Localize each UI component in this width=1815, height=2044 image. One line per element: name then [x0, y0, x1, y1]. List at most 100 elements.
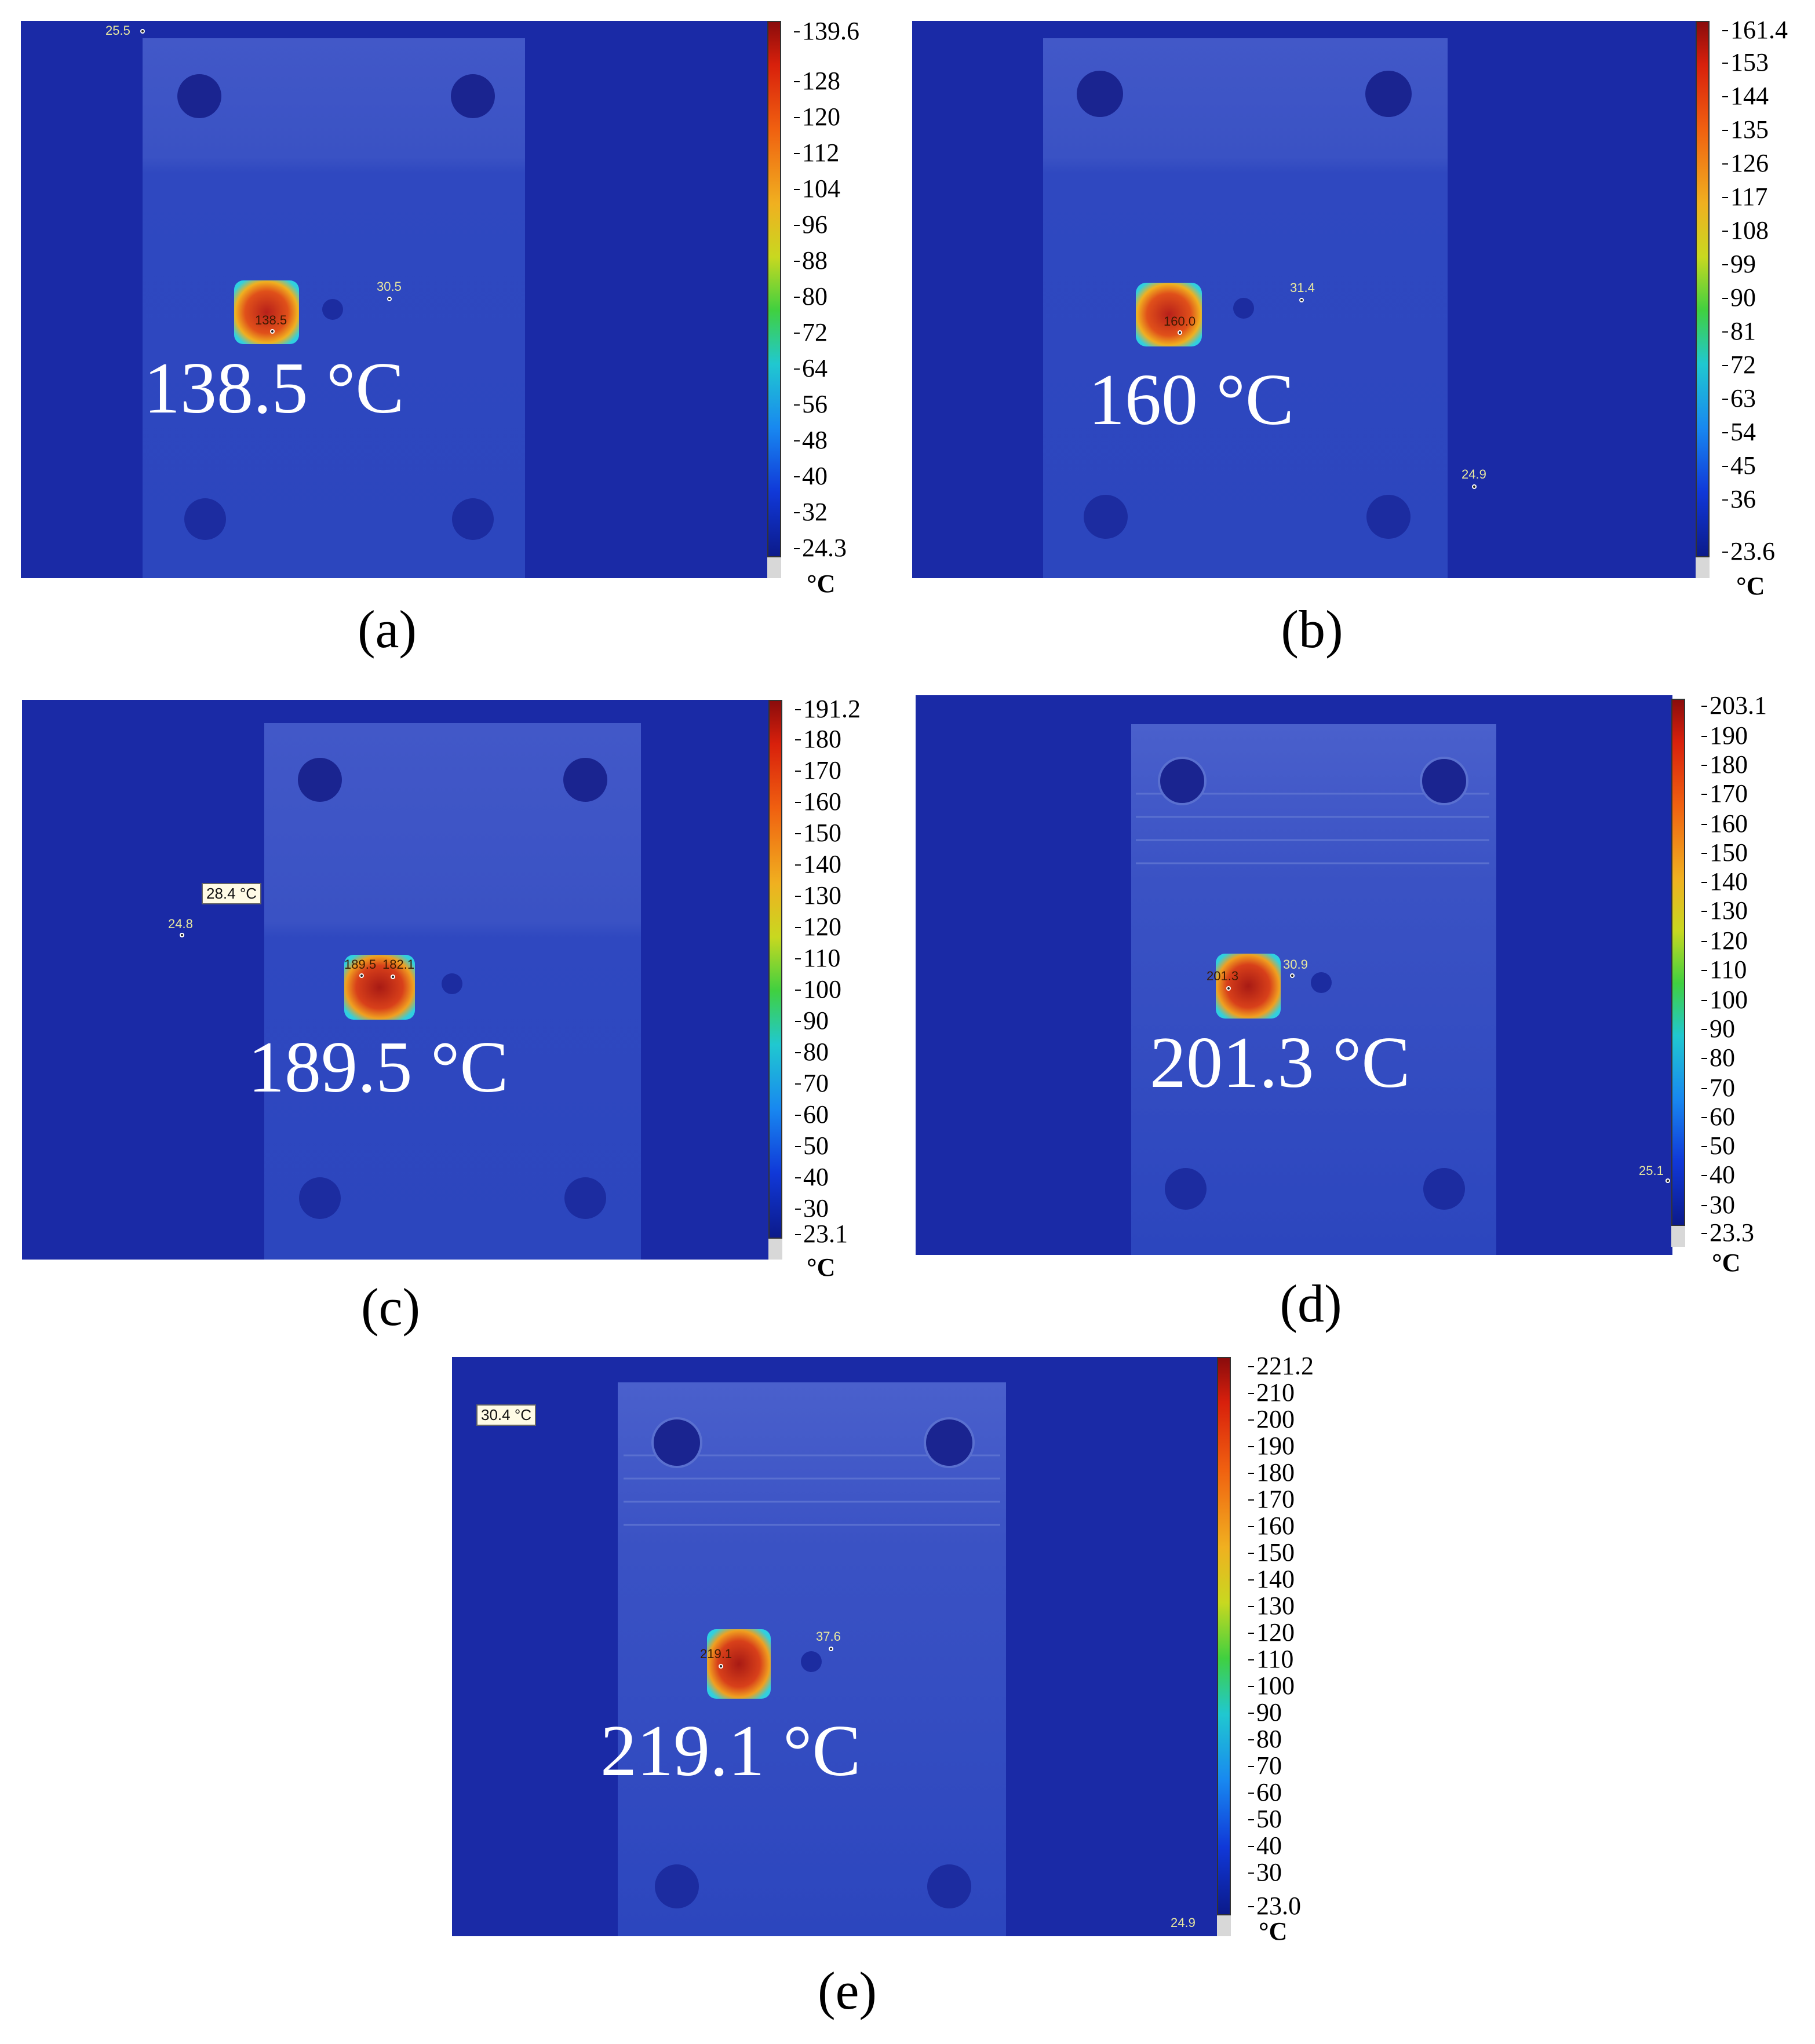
colorbar-tick: 160: [795, 787, 841, 816]
colorbar-tick: 60: [1248, 1778, 1282, 1806]
thermal-image-c: 28.4 °C 24.8 189.5 182.1 189.5 °C: [22, 700, 768, 1260]
colorbar-tick: 96: [794, 210, 828, 239]
spot-temp-label: 182.1: [382, 957, 415, 972]
panel-caption: (a): [357, 600, 417, 659]
spot-marker: [391, 974, 395, 979]
hotspot-d: [1216, 954, 1281, 1019]
colorbar-tick: 23.3: [1701, 1218, 1754, 1247]
panel-caption: (b): [1281, 600, 1343, 659]
colorbar-tick: 70: [795, 1069, 829, 1097]
thermal-scene-e: [452, 1357, 1217, 1936]
hotspot-b: [1136, 283, 1202, 346]
colorbar-tick: 23.1: [795, 1220, 848, 1248]
colorbar-tick: 23.0: [1248, 1892, 1301, 1920]
spot-temp-label: 138.5: [255, 313, 287, 327]
colorbar-tick: 50: [1248, 1805, 1282, 1833]
spot-marker: [1299, 298, 1304, 302]
colorbar-unit: °C: [1736, 572, 1765, 600]
thermal-image-d: 30.9 201.3 25.1 201.3 °C: [916, 695, 1672, 1255]
colorbar-tick: 90: [1722, 283, 1756, 312]
panel-e: 30.4 °C 37.6 219.1 24.9 219.1 °C 221.2 2…: [0, 1350, 1815, 2044]
thermal-image-a: 25.5 30.5 138.5 138.5 °C: [21, 21, 767, 578]
bolt-hole: [1365, 71, 1412, 117]
colorbar-tick: 120: [794, 103, 840, 131]
colorbar-foot: [1696, 557, 1710, 578]
colorbar-tick: 140: [1701, 867, 1748, 896]
colorbar-tick: 40: [1248, 1831, 1282, 1860]
colorbar-tick: 120: [1701, 926, 1748, 955]
colorbar-tick: 140: [1248, 1565, 1295, 1593]
colorbar-tick: 60: [795, 1100, 829, 1129]
spot-marker: [387, 297, 392, 301]
colorbar-tick: 90: [1701, 1014, 1735, 1043]
colorbar-tick: 23.6: [1722, 537, 1775, 565]
panel-c: 28.4 °C 24.8 189.5 182.1 189.5 °C 191.2 …: [0, 678, 908, 1350]
colorbar-tick: 90: [795, 1006, 829, 1035]
spot-marker: [359, 973, 364, 978]
bolt-hole: [563, 758, 607, 802]
bolt-hole: [1165, 1168, 1207, 1210]
spot-marker: [1472, 484, 1477, 489]
colorbar-tick: 128: [794, 67, 840, 95]
thermal-scene-a: [21, 21, 767, 578]
colorbar-tick: 104: [794, 174, 840, 203]
spot-marker: [1665, 1178, 1670, 1183]
spot-temp-label: 24.9: [1171, 1915, 1196, 1930]
colorbar-tick: 126: [1722, 149, 1769, 177]
colorbar-tick: 70: [1701, 1074, 1735, 1102]
colorbar-tick: 50: [1701, 1132, 1735, 1160]
colorbar-tick: 135: [1722, 115, 1769, 144]
colorbar-tick: 108: [1722, 216, 1769, 244]
spot-marker: [1290, 973, 1295, 978]
colorbar-tick: 130: [795, 881, 841, 910]
thermal-scene-b: [912, 21, 1696, 578]
colorbar-foot: [768, 1239, 782, 1260]
colorbar-e: [1217, 1357, 1231, 1915]
colorbar-tick: 36: [1722, 485, 1756, 513]
colorbar-tick: 88: [794, 246, 828, 275]
hotspot-temperature-label: 138.5 °C: [144, 348, 404, 429]
spot-temp-label: 219.1: [700, 1647, 732, 1661]
panel-caption: (e): [817, 1961, 877, 2020]
bolt-hole: [298, 758, 342, 802]
thermal-scene-c: [22, 700, 768, 1260]
temperature-info-box: 30.4 °C: [476, 1404, 537, 1426]
bolt-hole: [451, 74, 495, 118]
colorbar-tick: 110: [1248, 1645, 1294, 1673]
spot-marker: [270, 329, 275, 334]
colorbar-tick: 160: [1248, 1512, 1295, 1540]
spot-marker: [829, 1647, 833, 1651]
colorbar-tick: 170: [1701, 779, 1748, 808]
colorbar-tick: 60: [1701, 1103, 1735, 1131]
colorbar-tick: 30: [1701, 1191, 1735, 1219]
colorbar-tick: 191.2: [795, 695, 861, 723]
colorbar-tick: 144: [1722, 82, 1769, 110]
bolt-hole: [1420, 757, 1468, 805]
colorbar-tick: 40: [795, 1163, 829, 1191]
spot-temp-label: 25.1: [1639, 1163, 1664, 1178]
hotspot-e: [707, 1629, 771, 1699]
colorbar-tick: 117: [1722, 183, 1768, 211]
colorbar-tick: 80: [1701, 1043, 1735, 1072]
colorbar-b: [1696, 21, 1710, 557]
colorbar-tick: 70: [1248, 1751, 1282, 1780]
colorbar-tick: 100: [1248, 1671, 1295, 1700]
colorbar-tick: 221.2: [1248, 1352, 1314, 1380]
colorbar-tick: 130: [1701, 896, 1748, 925]
hotspot-temperature-label: 219.1 °C: [600, 1711, 861, 1791]
colorbar-tick: 120: [795, 913, 841, 941]
hotspot-temperature-label: 160 °C: [1088, 360, 1294, 440]
thermal-image-e: 30.4 °C 37.6 219.1 24.9 219.1 °C: [452, 1357, 1217, 1936]
colorbar-tick: 30: [795, 1194, 829, 1222]
bolt-hole: [1158, 757, 1207, 805]
spot-temp-label: 201.3: [1207, 969, 1239, 983]
colorbar-tick: 153: [1722, 48, 1769, 76]
plate-hole: [1233, 298, 1254, 319]
colorbar-tick: 54: [1722, 418, 1756, 446]
colorbar-tick: 99: [1722, 250, 1756, 278]
spot-marker: [1178, 330, 1182, 335]
temperature-info-box: 28.4 °C: [202, 883, 262, 904]
colorbar-tick: 190: [1701, 721, 1748, 750]
colorbar-unit: °C: [807, 1253, 836, 1282]
colorbar-foot: [767, 557, 781, 578]
